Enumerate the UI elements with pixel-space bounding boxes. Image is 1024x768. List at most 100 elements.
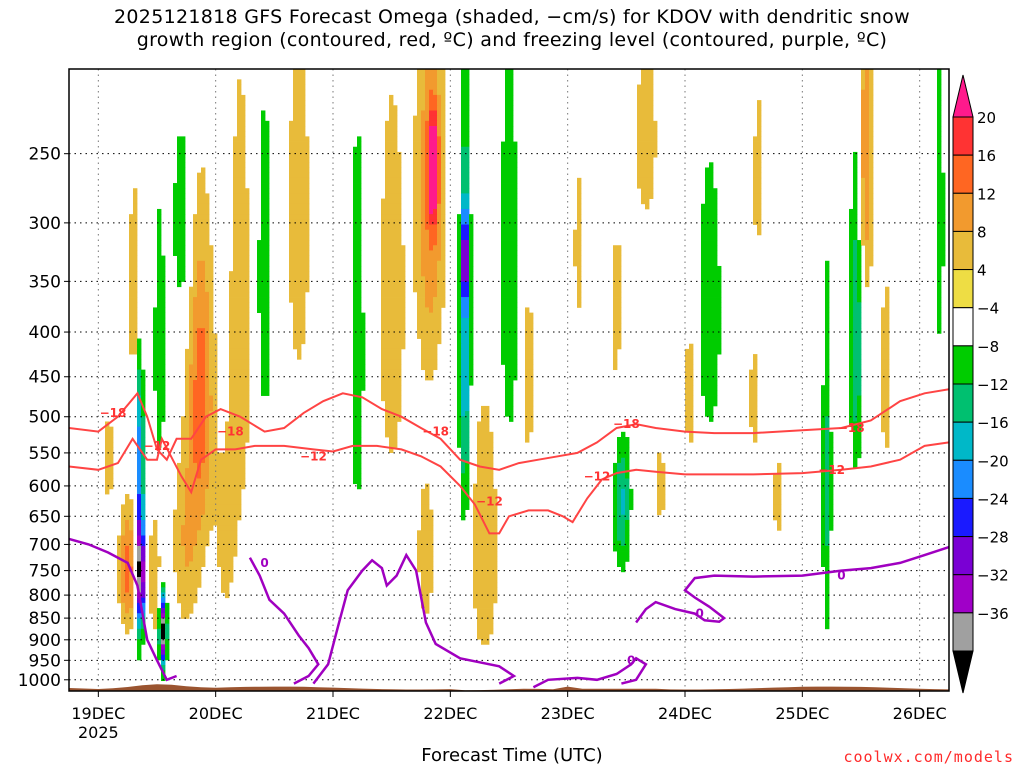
omega-cell xyxy=(457,369,462,376)
omega-cell xyxy=(141,462,146,469)
omega-cell xyxy=(461,126,470,132)
omega-cell xyxy=(865,84,870,91)
omega-cell xyxy=(129,224,138,231)
omega-cell xyxy=(193,281,198,288)
omega-cell xyxy=(869,219,874,225)
omega-cell xyxy=(293,105,306,111)
omega-cell xyxy=(417,110,422,117)
colorbar-swatch xyxy=(952,269,974,309)
omega-cell xyxy=(825,571,830,578)
omega-cell xyxy=(461,354,470,360)
omega-cell xyxy=(425,151,430,158)
omega-cell xyxy=(501,281,518,288)
omega-cell xyxy=(501,348,518,355)
omega-cell xyxy=(853,416,858,422)
omega-cell xyxy=(121,519,126,526)
omega-cell xyxy=(153,530,158,536)
omega-cell xyxy=(637,84,654,91)
omega-cell xyxy=(641,69,654,75)
omega-cell xyxy=(773,478,782,485)
omega-cell xyxy=(701,255,718,262)
omega-cell xyxy=(197,271,206,277)
omega-cell xyxy=(825,483,830,490)
omega-cell xyxy=(193,411,206,417)
omega-cell xyxy=(353,312,366,319)
omega-cell xyxy=(185,395,190,402)
omega-cell xyxy=(417,105,426,111)
omega-cell xyxy=(193,214,210,220)
omega-cell xyxy=(461,494,470,500)
omega-cell xyxy=(461,69,470,75)
omega-cell xyxy=(413,146,422,153)
omega-cell xyxy=(129,328,138,334)
omega-cell xyxy=(173,540,182,547)
omega-cell xyxy=(181,525,202,531)
omega-cell xyxy=(441,188,446,194)
omega-cell xyxy=(629,488,634,495)
omega-cell xyxy=(417,94,426,101)
omega-cell xyxy=(129,545,134,552)
omega-cell xyxy=(141,442,146,448)
omega-cell xyxy=(473,519,498,526)
omega-cell xyxy=(121,566,126,573)
omega-cell xyxy=(937,69,942,75)
contour-label: 0 xyxy=(837,569,845,583)
omega-cell xyxy=(181,447,190,453)
omega-cell xyxy=(257,255,270,262)
omega-cell xyxy=(865,203,870,210)
omega-cell xyxy=(137,488,142,495)
omega-cell xyxy=(937,260,946,267)
omega-cell xyxy=(233,208,250,215)
omega-cell xyxy=(137,623,142,630)
omega-cell xyxy=(617,551,630,557)
omega-cell xyxy=(857,276,862,282)
omega-cell xyxy=(821,437,826,443)
omega-cell xyxy=(461,343,470,350)
omega-cell xyxy=(197,193,210,199)
omega-cell xyxy=(505,369,518,376)
omega-cell xyxy=(461,234,470,241)
omega-cell xyxy=(229,302,250,308)
omega-cell xyxy=(617,519,626,526)
omega-cell xyxy=(209,421,218,428)
omega-cell xyxy=(121,509,134,516)
omega-cell xyxy=(129,229,138,236)
omega-cell xyxy=(129,214,138,220)
omega-cell xyxy=(437,84,446,91)
omega-cell xyxy=(501,245,518,251)
omega-cell xyxy=(577,276,582,282)
omega-cell xyxy=(353,374,366,381)
omega-cell xyxy=(181,602,194,609)
omega-cell xyxy=(937,193,946,199)
omega-cell xyxy=(457,431,462,438)
omega-cell xyxy=(157,613,162,619)
omega-cell xyxy=(637,151,658,158)
omega-cell xyxy=(849,374,854,381)
omega-cell xyxy=(141,504,146,510)
omega-cell xyxy=(141,525,146,531)
omega-cell xyxy=(461,157,470,163)
colorbar-label: −4 xyxy=(977,300,999,318)
omega-cell xyxy=(829,452,834,459)
contour-freezing-level xyxy=(532,656,648,689)
omega-cell xyxy=(381,380,402,386)
omega-cell xyxy=(181,535,198,542)
omega-cell xyxy=(381,297,406,303)
omega-cell xyxy=(849,343,854,350)
omega-cell xyxy=(617,442,630,448)
credit-link[interactable]: coolwx.com/models xyxy=(843,748,1014,766)
omega-cell xyxy=(749,395,758,402)
omega-cell xyxy=(573,234,582,241)
omega-cell xyxy=(829,504,834,510)
omega-cell xyxy=(577,224,582,231)
omega-cell xyxy=(353,286,362,293)
omega-cell xyxy=(237,89,242,96)
omega-cell xyxy=(261,380,270,386)
terrain-fill xyxy=(69,684,949,691)
omega-cell xyxy=(853,405,858,412)
omega-cell xyxy=(141,519,146,526)
omega-cell xyxy=(185,348,194,355)
omega-cell xyxy=(701,343,722,350)
omega-cell xyxy=(129,297,138,303)
omega-cell xyxy=(753,167,762,174)
